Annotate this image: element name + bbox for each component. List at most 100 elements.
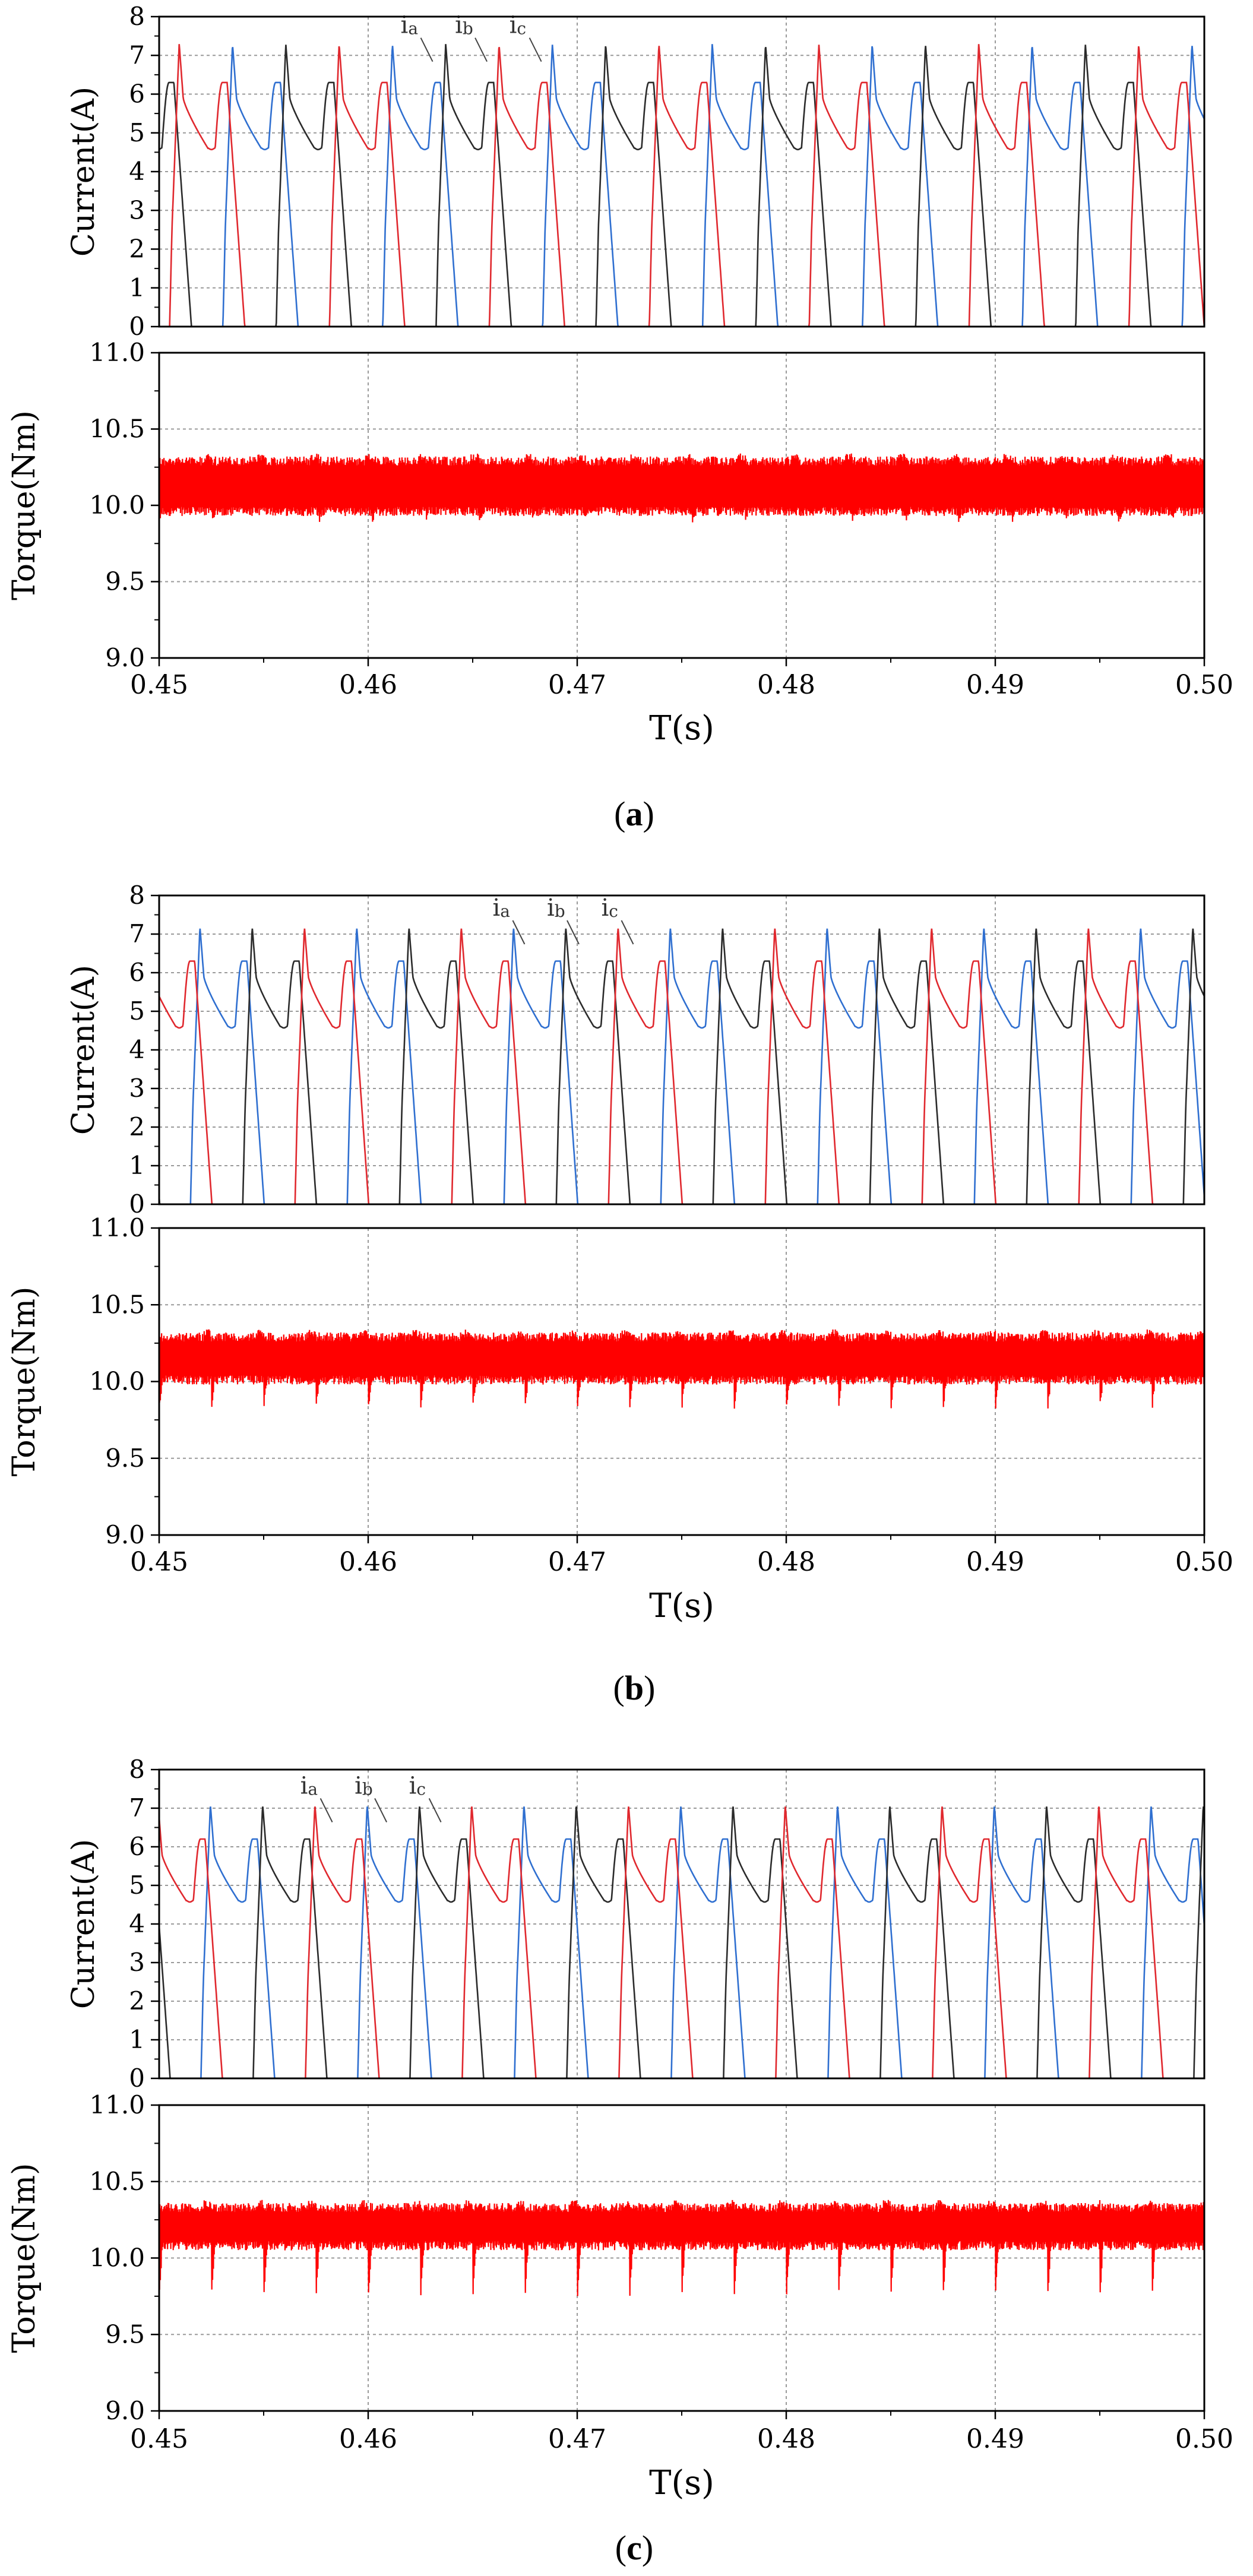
y-tick-label: 11.0 [89, 2090, 145, 2119]
caption-close-paren: ) [644, 1669, 655, 1707]
subfigure-a: ia ib ic012345678Current(A)9.09.510.010.51… [7, 2, 1233, 833]
caption-open-paren: ( [615, 2528, 626, 2567]
phase-b-line [159, 44, 1204, 327]
legend-ic: ic [510, 12, 542, 62]
legend-ic: ic [601, 894, 634, 945]
y-tick-label: 4 [129, 1035, 145, 1064]
legend-base: i [510, 12, 517, 39]
caption-letter: a [626, 795, 643, 833]
torque-line [159, 2200, 1204, 2296]
torque-panel: 9.0 9.5 10.0 10.5 11.0 Torque(Nm) [7, 338, 1205, 672]
x-tick-label: 0.49 [966, 2424, 1024, 2454]
y-tick-label: 10.0 [89, 1367, 145, 1396]
caption-close-paren: ) [642, 2528, 653, 2567]
y-tick-label: 4 [129, 1909, 145, 1938]
legend-base: i [601, 894, 609, 922]
y-tick-label: 9.5 [105, 1444, 145, 1473]
legend-leader-line [474, 37, 488, 62]
x-tick-label: 0.48 [757, 1547, 815, 1577]
y-tick-label: 1 [129, 273, 145, 302]
x-tick-label: 0.50 [1175, 1547, 1233, 1577]
legend-sub: c [416, 1780, 426, 1799]
x-tick-label: 0.48 [757, 670, 815, 700]
subfigure-b: ia ib ic012345678Current(A)9.09.510.010.51… [7, 881, 1233, 1707]
legend-base: i [547, 894, 555, 922]
y-tick-label: 10.0 [89, 2243, 145, 2273]
y-tick-label: 10.0 [89, 490, 145, 520]
y-tick-label: 8 [129, 1755, 145, 1784]
torque-panel: 9.0 9.5 10.0 10.5 11.0 Torque(Nm) [7, 2090, 1205, 2425]
x-tick-label: 0.47 [548, 670, 606, 700]
legend-leader-line [512, 920, 526, 945]
y-tick-label: 9.0 [105, 2396, 145, 2425]
y-tick-label: 5 [129, 1871, 145, 1900]
y-tick-label: 2 [129, 1112, 145, 1141]
y-tick-label: 4 [129, 157, 145, 186]
caption-open-paren: ( [613, 1669, 625, 1707]
legend-base: i [401, 12, 409, 39]
legend-base: i [492, 894, 500, 922]
y-tick-label: 3 [129, 1074, 145, 1103]
legend-ib: ib [355, 1773, 388, 1822]
x-tick-label: 0.46 [339, 670, 397, 700]
legend-label-ic: ic [601, 894, 618, 922]
y-tick-label: 7 [129, 919, 145, 948]
phase-b-line [159, 1806, 1204, 2078]
legend-ia: ia [300, 1773, 333, 1822]
legend-label-ia: ia [492, 894, 510, 922]
x-axis-label: T(s) [649, 709, 714, 748]
x-tick-label: 0.50 [1175, 670, 1233, 700]
phase-c-line [159, 44, 1204, 327]
y-tick-label: 10.5 [89, 2167, 145, 2196]
y-tick-label: 7 [129, 40, 145, 69]
subfigure-caption: (a) [614, 795, 654, 833]
y-tick-label: 0 [129, 312, 145, 341]
y-tick-label: 0 [129, 1189, 145, 1219]
y-tick-label: 3 [129, 1948, 145, 1977]
current-y-axis-label: Current(A) [66, 965, 102, 1135]
y-tick-label: 7 [129, 1793, 145, 1822]
legend-leader-line [374, 1798, 388, 1822]
legend-base: i [355, 1773, 362, 1800]
legend-leader-line [420, 37, 434, 62]
x-tick-label: 0.46 [339, 2424, 397, 2454]
legend-leader-line [529, 37, 542, 62]
legend-base: i [455, 12, 463, 39]
legend-ib: ib [455, 12, 488, 62]
x-axis-label: T(s) [649, 2464, 714, 2502]
legend-sub: b [555, 901, 565, 921]
y-tick-label: 2 [129, 1986, 145, 2015]
legend-ib: ib [547, 894, 580, 945]
torque-line [159, 453, 1204, 523]
x-tick-label: 0.49 [966, 670, 1024, 700]
y-tick-label: 10.5 [89, 1290, 145, 1319]
legend-ia: ia [492, 894, 526, 945]
subfigure-caption: (b) [613, 1669, 656, 1707]
y-tick-label: 3 [129, 195, 145, 224]
y-tick-label: 9.5 [105, 2319, 145, 2349]
y-tick-label: 2 [129, 235, 145, 264]
legend-leader-line [567, 920, 580, 945]
legend-label-ic: ic [409, 1773, 426, 1800]
legend-sub: c [609, 901, 618, 921]
legend-label-ic: ic [510, 12, 526, 39]
caption-close-paren: ) [643, 795, 654, 833]
torque-line [159, 1329, 1204, 1409]
legend-sub: b [463, 19, 473, 39]
y-tick-label: 10.5 [89, 414, 145, 444]
torque-y-axis-label: Torque(Nm) [7, 1287, 42, 1477]
x-tick-label: 0.45 [130, 2424, 188, 2454]
phase-c-line [159, 928, 1204, 1204]
x-tick-label: 0.47 [548, 1547, 606, 1577]
x-axis-label: T(s) [649, 1587, 714, 1625]
y-tick-label: 6 [129, 1832, 145, 1861]
x-tick-label: 0.50 [1175, 2424, 1233, 2454]
y-tick-label: 1 [129, 1151, 145, 1180]
phase-b-line [159, 928, 1204, 1204]
legend-leader-line [621, 920, 634, 945]
x-tick-label: 0.45 [130, 670, 188, 700]
legend-label-ib: ib [455, 12, 473, 39]
